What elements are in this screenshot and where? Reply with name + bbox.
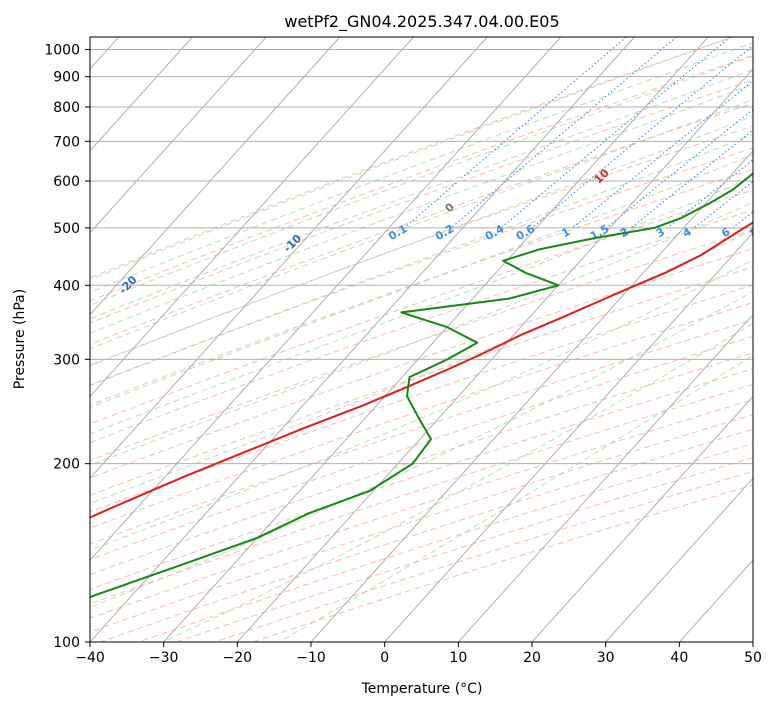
dry-adiabat-line (0, 37, 775, 642)
dry-adiabat-line (0, 37, 775, 642)
dry-adiabat-line (0, 37, 775, 642)
x-tick-label: −10 (296, 650, 326, 666)
x-tick-label: 0 (380, 650, 389, 666)
isotherm-line (0, 37, 266, 642)
y-tick-label: 400 (53, 278, 80, 294)
x-tick-label: −20 (223, 650, 253, 666)
x-tick-label: 40 (670, 650, 688, 666)
y-axis-label: Pressure (hPa) (12, 289, 28, 389)
dry-adiabat-line (0, 37, 775, 642)
y-tick-label: 100 (53, 635, 80, 651)
dry-adiabat-label: 20 (763, 131, 775, 151)
mixing-ratio-label: 8 (748, 225, 761, 240)
mixing-ratio-label: 0.6 (514, 222, 538, 243)
dry-adiabat-line (0, 37, 775, 642)
dry-adiabat-label: -10 (281, 232, 304, 255)
isotherm-line (311, 37, 775, 642)
isotherm-line (164, 37, 709, 642)
dry-adiabat-line (62, 37, 775, 642)
mixing-ratio-line (667, 37, 775, 228)
y-tick-label: 300 (53, 352, 80, 368)
isotherm-line (0, 37, 193, 642)
mixing-ratio-line (761, 37, 775, 228)
x-tick-label: −30 (149, 650, 179, 666)
mixing-ratio-label: 1.5 (588, 222, 611, 243)
temperature-profile-line (0, 50, 775, 642)
dry-adiabat-line (0, 37, 775, 642)
mixing-ratio-label: 1 (559, 225, 572, 240)
mixing-ratio-label: 0.4 (483, 222, 507, 243)
mixing-ratio-label: 4 (680, 225, 693, 240)
y-tick-label: 900 (53, 70, 80, 86)
dry-adiabat-line (0, 37, 775, 642)
isotherm-line (0, 37, 487, 642)
dry-adiabat-line (0, 37, 775, 642)
dry-adiabat-line (0, 37, 775, 642)
isotherm-line (753, 37, 775, 642)
isotherm-line (385, 37, 775, 642)
isotherm-line (679, 37, 775, 642)
mixing-ratio-line (733, 37, 775, 228)
dry-adiabat-line (100, 37, 775, 642)
mixing-ratio-label: 6 (719, 225, 732, 240)
dry-adiabat-line (0, 37, 775, 642)
mixing-ratio-line (573, 37, 775, 228)
dry-adiabat-line (215, 37, 775, 642)
dry-adiabat-line (0, 37, 775, 642)
isotherm-line (16, 37, 561, 642)
dry-adiabat-line (0, 37, 775, 642)
x-tick-label: −40 (75, 650, 105, 666)
dry-adiabat-line (177, 37, 775, 642)
dry-adiabat-label: 10 (592, 166, 612, 186)
x-tick-label: 50 (744, 650, 762, 666)
mixing-ratio-label: 10 (767, 223, 775, 242)
isotherm-line (0, 37, 414, 642)
y-tick-label: 800 (53, 100, 80, 116)
moist-adiabat-line (267, 32, 775, 650)
x-tick-label: 30 (597, 650, 615, 666)
dry-adiabat-line (0, 37, 775, 642)
y-tick-label: 500 (53, 221, 80, 237)
mixing-ratio-label: 0.2 (433, 222, 456, 243)
mixing-ratio-line (606, 37, 775, 228)
x-tick-label: 10 (449, 650, 467, 666)
isotherm-line (90, 37, 635, 642)
dry-adiabat-line (0, 37, 775, 642)
y-tick-label: 700 (53, 134, 80, 150)
dry-adiabat-line (0, 37, 775, 642)
isotherm-line (458, 37, 775, 642)
mixing-ratio-label: 0.1 (386, 222, 409, 243)
mixing-ratio-line (404, 37, 626, 228)
x-tick-label: 20 (523, 650, 541, 666)
plot-area: -100-90-80-70-60-50-40-30-20-10010203040… (0, 32, 775, 650)
dry-adiabat-label: -20 (116, 273, 139, 296)
dry-adiabat-line (0, 37, 775, 642)
y-tick-label: 1000 (44, 43, 80, 59)
dry-adiabat-line (0, 37, 775, 642)
y-tick-label: 600 (53, 174, 80, 190)
dry-adiabat-line (0, 37, 775, 642)
dry-adiabat-label: 0 (442, 200, 457, 215)
mixing-ratio-line (532, 37, 764, 228)
y-tick-label: 200 (53, 457, 80, 473)
chart-title: wetPf2_GN04.2025.347.04.00.E05 (284, 12, 559, 32)
dry-adiabat-line (24, 37, 775, 642)
x-axis-label: Temperature (°C) (361, 681, 483, 697)
